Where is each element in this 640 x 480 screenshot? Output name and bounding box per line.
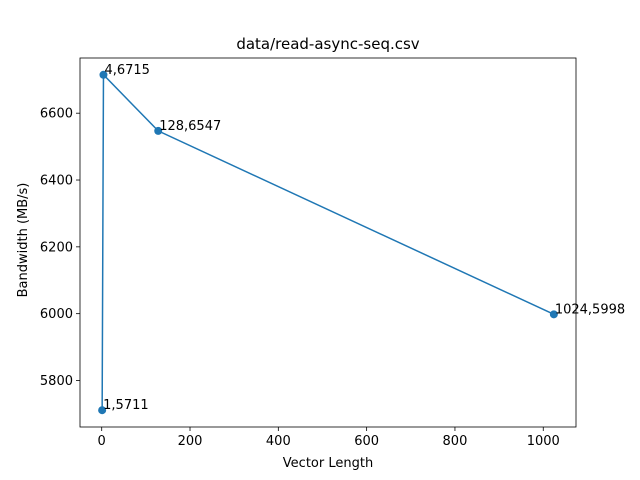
data-point-label: 1024,5998	[555, 302, 625, 317]
plot-area: 1,5711 4,6715 128,6547 1024,5998	[98, 63, 625, 415]
y-axis-label: Bandwidth (MB/s)	[16, 183, 31, 298]
x-tick-label: 800	[443, 434, 468, 449]
x-tick-label: 200	[178, 434, 203, 449]
y-tick-label: 5800	[40, 374, 73, 389]
data-point	[99, 70, 108, 79]
y-tick-label: 6200	[40, 240, 73, 255]
data-point-label: 128,6547	[159, 119, 221, 134]
x-tick-label: 600	[354, 434, 379, 449]
x-axis-label: Vector Length	[283, 456, 373, 471]
y-tick-label: 6400	[40, 174, 73, 189]
data-point	[154, 126, 163, 135]
series-line	[101, 72, 555, 411]
x-axis: 0 200 400 600 800 1000	[98, 427, 560, 449]
x-tick-label: 1000	[527, 434, 560, 449]
y-tick-label: 6000	[40, 307, 73, 322]
data-point	[549, 310, 558, 319]
y-axis: 5800 6000 6200 6400 6600	[40, 107, 80, 389]
chart-title: data/read-async-seq.csv	[236, 35, 419, 53]
x-tick-label: 0	[98, 434, 106, 449]
plot-frame	[79, 57, 577, 428]
y-tick-label: 6600	[40, 107, 73, 122]
data-point-label: 1,5711	[103, 398, 149, 413]
x-tick-label: 400	[266, 434, 291, 449]
data-point	[98, 406, 107, 415]
data-point-label: 4,6715	[104, 63, 150, 78]
